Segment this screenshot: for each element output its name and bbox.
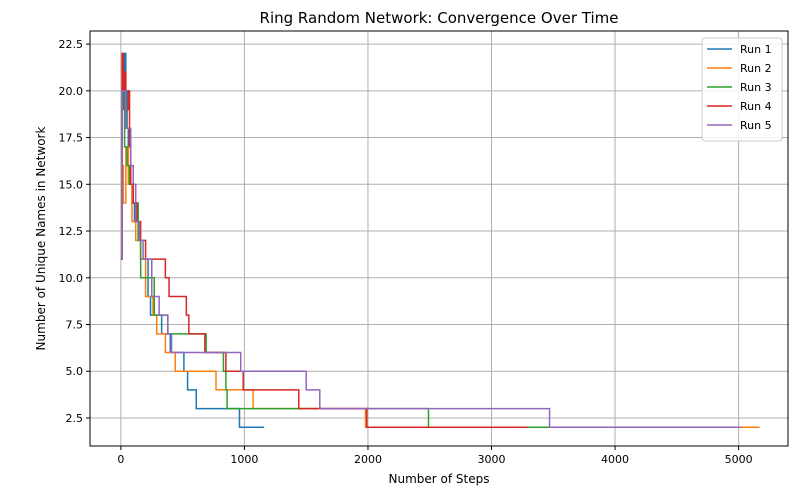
y-tick-label: 12.5	[59, 225, 84, 238]
x-tick-label: 4000	[601, 453, 629, 466]
y-axis-label: Number of Unique Names in Network	[34, 127, 48, 351]
y-tick-label: 15.0	[59, 178, 84, 191]
y-tick-label: 22.5	[59, 38, 84, 51]
legend-label: Run 5	[740, 119, 772, 132]
legend-label: Run 2	[740, 62, 772, 75]
series-line-run-5	[120, 90, 742, 429]
y-tick-label: 17.5	[59, 132, 84, 145]
chart-title: Ring Random Network: Convergence Over Ti…	[260, 9, 619, 27]
series-line-run-2	[120, 146, 760, 429]
x-axis-label: Number of Steps	[389, 472, 490, 486]
series-line-run-3	[120, 90, 550, 429]
y-tick-label: 10.0	[59, 272, 84, 285]
y-tick-label: 2.5	[66, 412, 84, 425]
legend-label: Run 4	[740, 100, 772, 113]
legend: Run 1 Run 2 Run 3 Run 4 Run 5	[701, 37, 783, 142]
y-tick-label: 7.5	[66, 318, 84, 331]
y-tick-label: 20.0	[59, 85, 84, 98]
x-tick-label: 1000	[230, 453, 258, 466]
axis-ticks: 0 1000 2000 3000 4000 5000 2.5 5.0 7.5 10.0 12.5 15…	[59, 38, 753, 466]
x-tick-label: 5000	[725, 453, 753, 466]
x-tick-label: 3000	[478, 453, 506, 466]
plot-area-frame	[89, 30, 789, 447]
plot-lines	[120, 52, 760, 429]
y-tick-label: 5.0	[66, 365, 84, 378]
x-tick-label: 2000	[354, 453, 382, 466]
legend-label: Run 3	[740, 81, 772, 94]
legend-label: Run 1	[740, 43, 772, 56]
grid	[90, 31, 788, 446]
x-tick-label: 0	[117, 453, 124, 466]
legend-box	[701, 37, 783, 142]
